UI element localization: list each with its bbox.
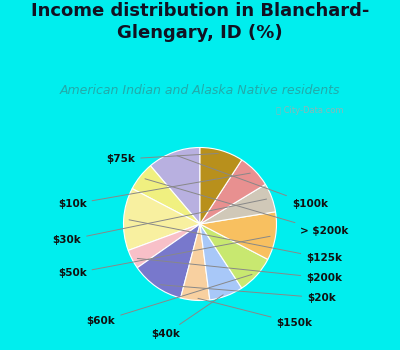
Text: $30k: $30k <box>52 199 266 245</box>
Text: $200k: $200k <box>137 258 342 283</box>
Text: $150k: $150k <box>198 298 312 328</box>
Wedge shape <box>132 166 200 224</box>
Wedge shape <box>128 224 200 268</box>
Wedge shape <box>180 224 210 301</box>
Text: $40k: $40k <box>151 295 223 339</box>
Wedge shape <box>200 147 242 224</box>
Wedge shape <box>200 160 266 224</box>
Text: $20k: $20k <box>160 285 336 303</box>
Text: Income distribution in Blanchard-
Glengary, ID (%): Income distribution in Blanchard- Glenga… <box>31 2 369 42</box>
Wedge shape <box>200 224 242 300</box>
Text: $10k: $10k <box>58 173 250 209</box>
Text: $50k: $50k <box>58 236 270 279</box>
Wedge shape <box>200 224 268 288</box>
Text: $125k: $125k <box>129 220 342 263</box>
Wedge shape <box>200 212 276 259</box>
Text: $75k: $75k <box>106 153 218 164</box>
Text: > $200k: > $200k <box>145 179 348 236</box>
Wedge shape <box>124 189 200 250</box>
Text: ⓘ City-Data.com: ⓘ City-Data.com <box>276 106 344 114</box>
Text: $60k: $60k <box>87 274 252 326</box>
Text: $100k: $100k <box>177 156 328 209</box>
Text: American Indian and Alaska Native residents: American Indian and Alaska Native reside… <box>60 84 340 97</box>
Wedge shape <box>200 184 276 224</box>
Wedge shape <box>150 147 200 224</box>
Wedge shape <box>137 224 200 298</box>
